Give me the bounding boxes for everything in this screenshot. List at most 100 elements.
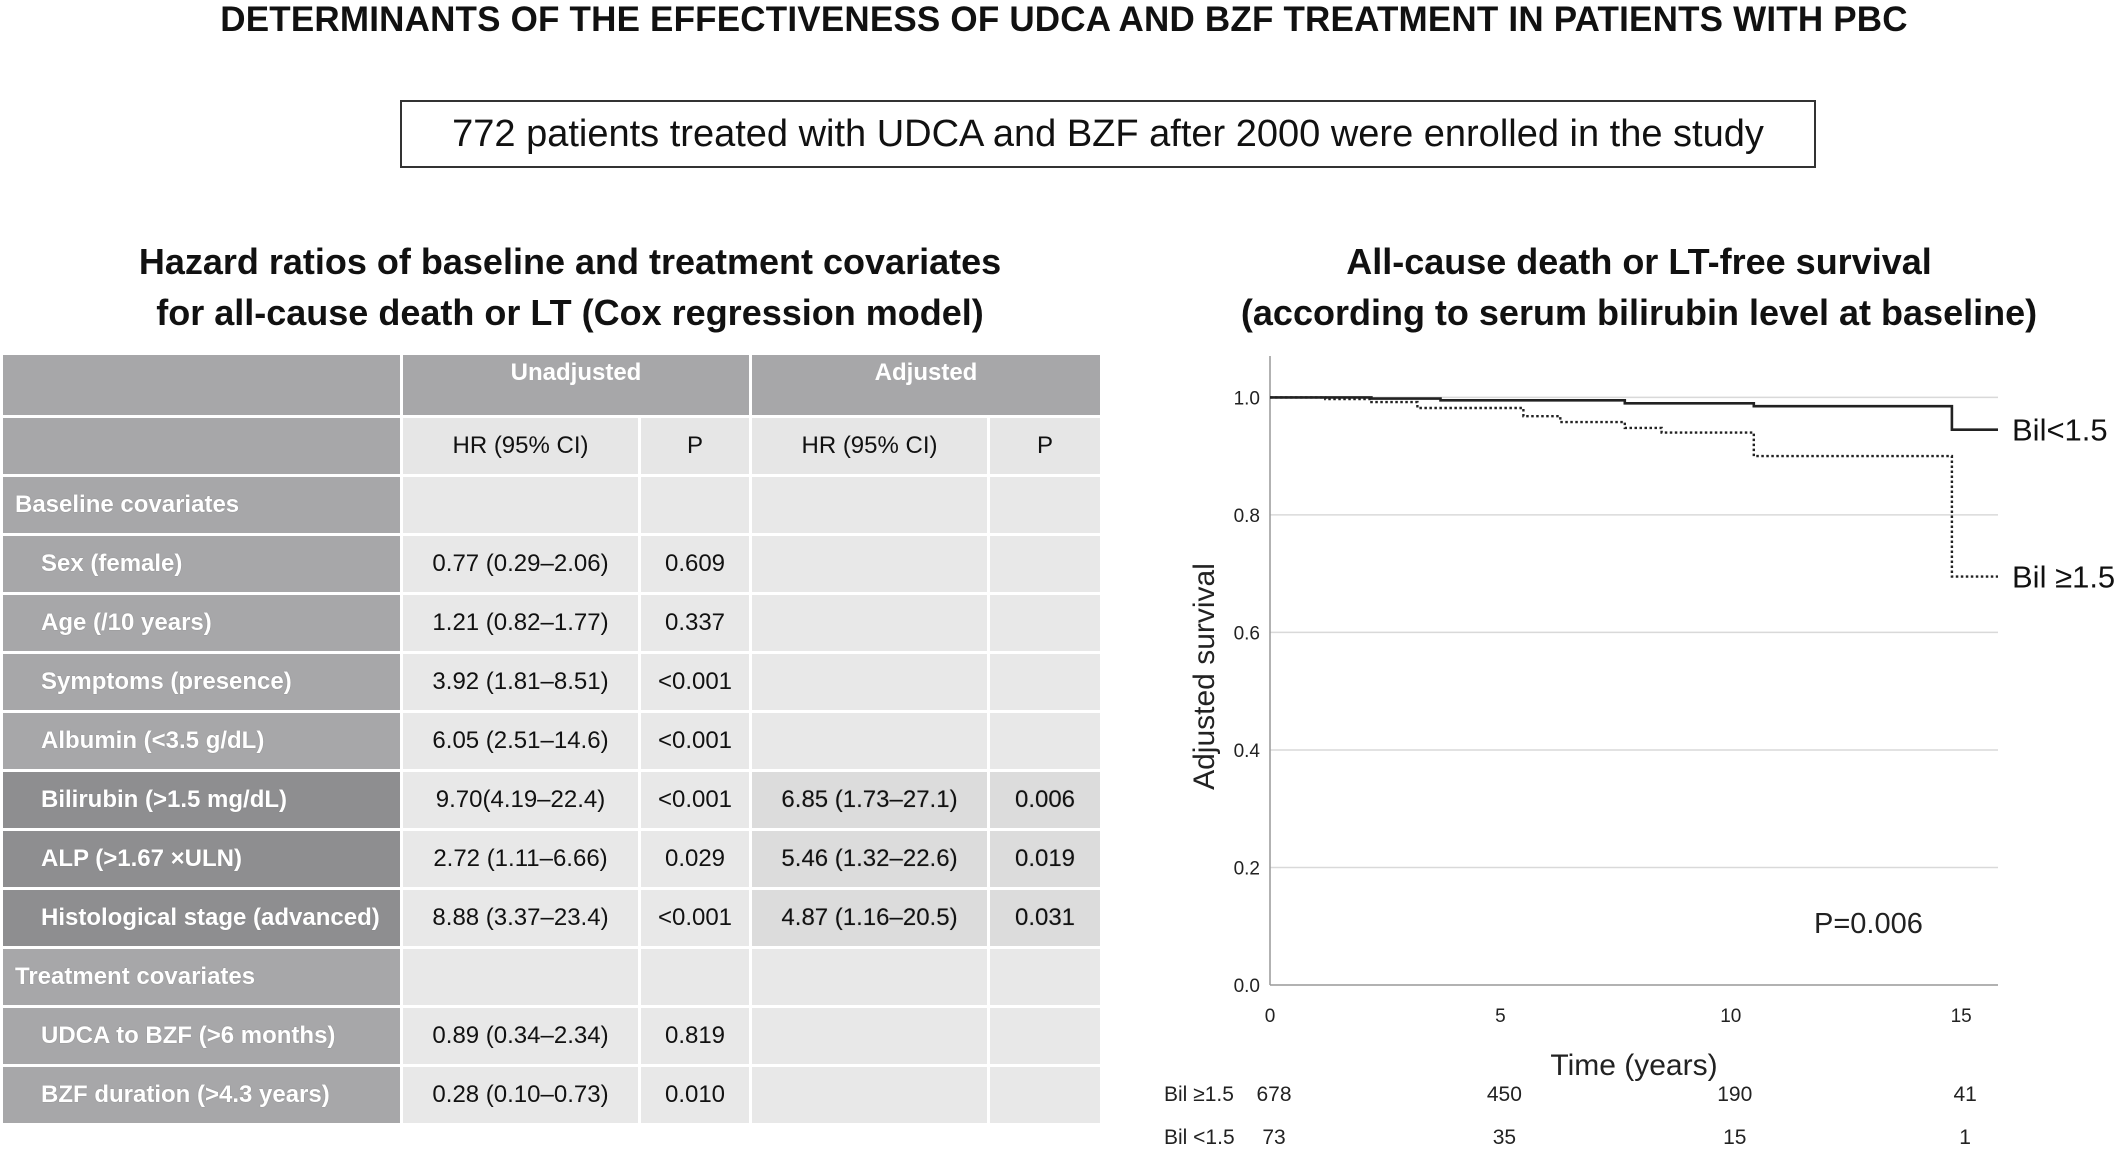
cell-adjusted-hr <box>749 1005 990 1067</box>
table-title-line1: Hazard ratios of baseline and treatment … <box>138 241 1002 282</box>
cell-adjusted-hr <box>749 533 990 595</box>
cell-unadjusted-hr: 6.05 (2.51–14.6) <box>400 710 641 772</box>
y-tick-label: 0.0 <box>1234 976 1260 997</box>
cell-unadjusted-p: 0.010 <box>638 1064 752 1126</box>
section-row-baseline: Baseline covariates <box>0 474 1104 536</box>
col-header-adjusted-p: P <box>986 415 1104 477</box>
table-row: Bilirubin (>1.5 mg/dL) 9.70(4.19–22.4) <… <box>0 769 1104 831</box>
y-tick-label: 0.4 <box>1234 741 1261 762</box>
p-value-annotation: P=0.006 <box>1814 908 1923 940</box>
x-tick-label: 0 <box>1265 1006 1276 1027</box>
cell-adjusted-p <box>986 710 1104 772</box>
table-corner-cell <box>0 415 403 477</box>
cell-adjusted-p <box>986 1064 1104 1126</box>
row-label: UDCA to BZF (>6 months) <box>0 1005 403 1067</box>
cell-adjusted-hr: 6.85 (1.73–27.1) <box>749 769 990 831</box>
y-tick-label: 1.0 <box>1234 388 1260 409</box>
x-tick-label: 5 <box>1495 1006 1506 1027</box>
cell-adjusted-hr <box>749 710 990 772</box>
cell-unadjusted-hr: 2.72 (1.11–6.66) <box>400 828 641 890</box>
table-row: UDCA to BZF (>6 months) 0.89 (0.34–2.34)… <box>0 1005 1104 1067</box>
col-header-unadjusted-hr: HR (95% CI) <box>400 415 641 477</box>
table-row: Albumin (<3.5 g/dL) 6.05 (2.51–14.6) <0.… <box>0 710 1104 772</box>
row-label: Sex (female) <box>0 533 403 595</box>
series-line-0 <box>1270 396 1998 431</box>
cell-unadjusted-p: <0.001 <box>638 769 752 831</box>
x-tick-label: 10 <box>1720 1006 1741 1027</box>
x-axis-title: Time (years) <box>1550 1049 1717 1082</box>
series-label: Bil ≥1.5 <box>2012 560 2115 595</box>
y-tick-label: 0.6 <box>1234 623 1260 644</box>
cell-adjusted-hr <box>749 651 990 713</box>
y-tick-label: 0.8 <box>1234 506 1260 527</box>
cell-unadjusted-p: <0.001 <box>638 887 752 949</box>
risk-row-label: Bil <1.5 <box>1164 1126 1235 1149</box>
cell-unadjusted-p: 0.337 <box>638 592 752 654</box>
risk-count: 1 <box>1959 1126 1971 1149</box>
row-label: ALP (>1.67 ×ULN) <box>0 828 403 890</box>
table-corner-cell <box>0 352 403 418</box>
cell-adjusted-p <box>986 592 1104 654</box>
col-header-adjusted-hr: HR (95% CI) <box>749 415 990 477</box>
section-row-treatment: Treatment covariates <box>0 946 1104 1008</box>
cell-unadjusted-hr: 3.92 (1.81–8.51) <box>400 651 641 713</box>
cell-adjusted-p: 0.006 <box>986 769 1104 831</box>
cell-adjusted-hr <box>749 592 990 654</box>
x-tick-label: 15 <box>1951 1006 1972 1027</box>
cell-unadjusted-hr: 1.21 (0.82–1.77) <box>400 592 641 654</box>
table-row: Histological stage (advanced) 8.88 (3.37… <box>0 887 1104 949</box>
series-line-1 <box>1270 396 1998 578</box>
section-label-treatment: Treatment covariates <box>0 946 403 1008</box>
cell-adjusted-hr: 5.46 (1.32–22.6) <box>749 828 990 890</box>
risk-count: 35 <box>1493 1126 1516 1149</box>
table-row: ALP (>1.67 ×ULN) 2.72 (1.11–6.66) 0.029 … <box>0 828 1104 890</box>
cell-unadjusted-hr: 0.89 (0.34–2.34) <box>400 1005 641 1067</box>
row-label: Albumin (<3.5 g/dL) <box>0 710 403 772</box>
y-tick-label: 0.2 <box>1234 858 1260 879</box>
cell-unadjusted-p: 0.609 <box>638 533 752 595</box>
group-unadjusted-header: Unadjusted <box>400 352 752 418</box>
risk-count: 73 <box>1262 1126 1285 1149</box>
table-title-line2: for all-cause death or LT (Cox regressio… <box>156 292 984 333</box>
table-row: BZF duration (>4.3 years) 0.28 (0.10–0.7… <box>0 1064 1104 1126</box>
cell-adjusted-p: 0.019 <box>986 828 1104 890</box>
cell-unadjusted-p: <0.001 <box>638 651 752 713</box>
cell-unadjusted-hr: 9.70(4.19–22.4) <box>400 769 641 831</box>
study-enrollment-box: 772 patients treated with UDCA and BZF a… <box>400 100 1816 168</box>
group-adjusted-header: Adjusted <box>748 352 1104 418</box>
cell-unadjusted-hr: 0.77 (0.29–2.06) <box>400 533 641 595</box>
row-label: Symptoms (presence) <box>0 651 403 713</box>
cell-adjusted-p <box>986 651 1104 713</box>
series-label: Bil<1.5 <box>2012 413 2108 448</box>
hazard-ratio-table: Unadjusted Adjusted HR (95% CI) P HR (95… <box>0 352 1104 1126</box>
cell-adjusted-hr <box>749 1064 990 1126</box>
row-label: Histological stage (advanced) <box>0 887 403 949</box>
chart-title-line1: All-cause death or LT-free survival <box>1346 241 1932 282</box>
row-label: BZF duration (>4.3 years) <box>0 1064 403 1126</box>
section-label-baseline: Baseline covariates <box>0 474 403 536</box>
cell-unadjusted-p: <0.001 <box>638 710 752 772</box>
cell-unadjusted-p: 0.029 <box>638 828 752 890</box>
risk-count: 450 <box>1487 1083 1522 1106</box>
table-column-header-row: HR (95% CI) P HR (95% CI) P <box>0 415 1104 477</box>
risk-count: 41 <box>1953 1083 1976 1106</box>
table-title: Hazard ratios of baseline and treatment … <box>0 236 1140 338</box>
table-row: Age (/10 years) 1.21 (0.82–1.77) 0.337 <box>0 592 1104 654</box>
y-axis-title: Adjusted survival <box>1188 563 1221 790</box>
table-row: Symptoms (presence) 3.92 (1.81–8.51) <0.… <box>0 651 1104 713</box>
risk-count: 15 <box>1723 1126 1746 1149</box>
row-label: Age (/10 years) <box>0 592 403 654</box>
cell-adjusted-hr: 4.87 (1.16–20.5) <box>749 887 990 949</box>
risk-count: 678 <box>1256 1083 1291 1106</box>
cell-adjusted-p <box>986 533 1104 595</box>
table-row: Sex (female) 0.77 (0.29–2.06) 0.609 <box>0 533 1104 595</box>
risk-row-label: Bil ≥1.5 <box>1164 1083 1234 1106</box>
chart-title: All-cause death or LT-free survival (acc… <box>1150 236 2128 338</box>
cell-unadjusted-hr: 8.88 (3.37–23.4) <box>400 887 641 949</box>
main-title: DETERMINANTS OF THE EFFECTIVENESS OF UDC… <box>220 0 1908 39</box>
row-label: Bilirubin (>1.5 mg/dL) <box>0 769 403 831</box>
chart-title-line2: (according to serum bilirubin level at b… <box>1240 292 2038 333</box>
cell-adjusted-p <box>986 1005 1104 1067</box>
cell-unadjusted-p: 0.819 <box>638 1005 752 1067</box>
risk-count: 190 <box>1717 1083 1752 1106</box>
